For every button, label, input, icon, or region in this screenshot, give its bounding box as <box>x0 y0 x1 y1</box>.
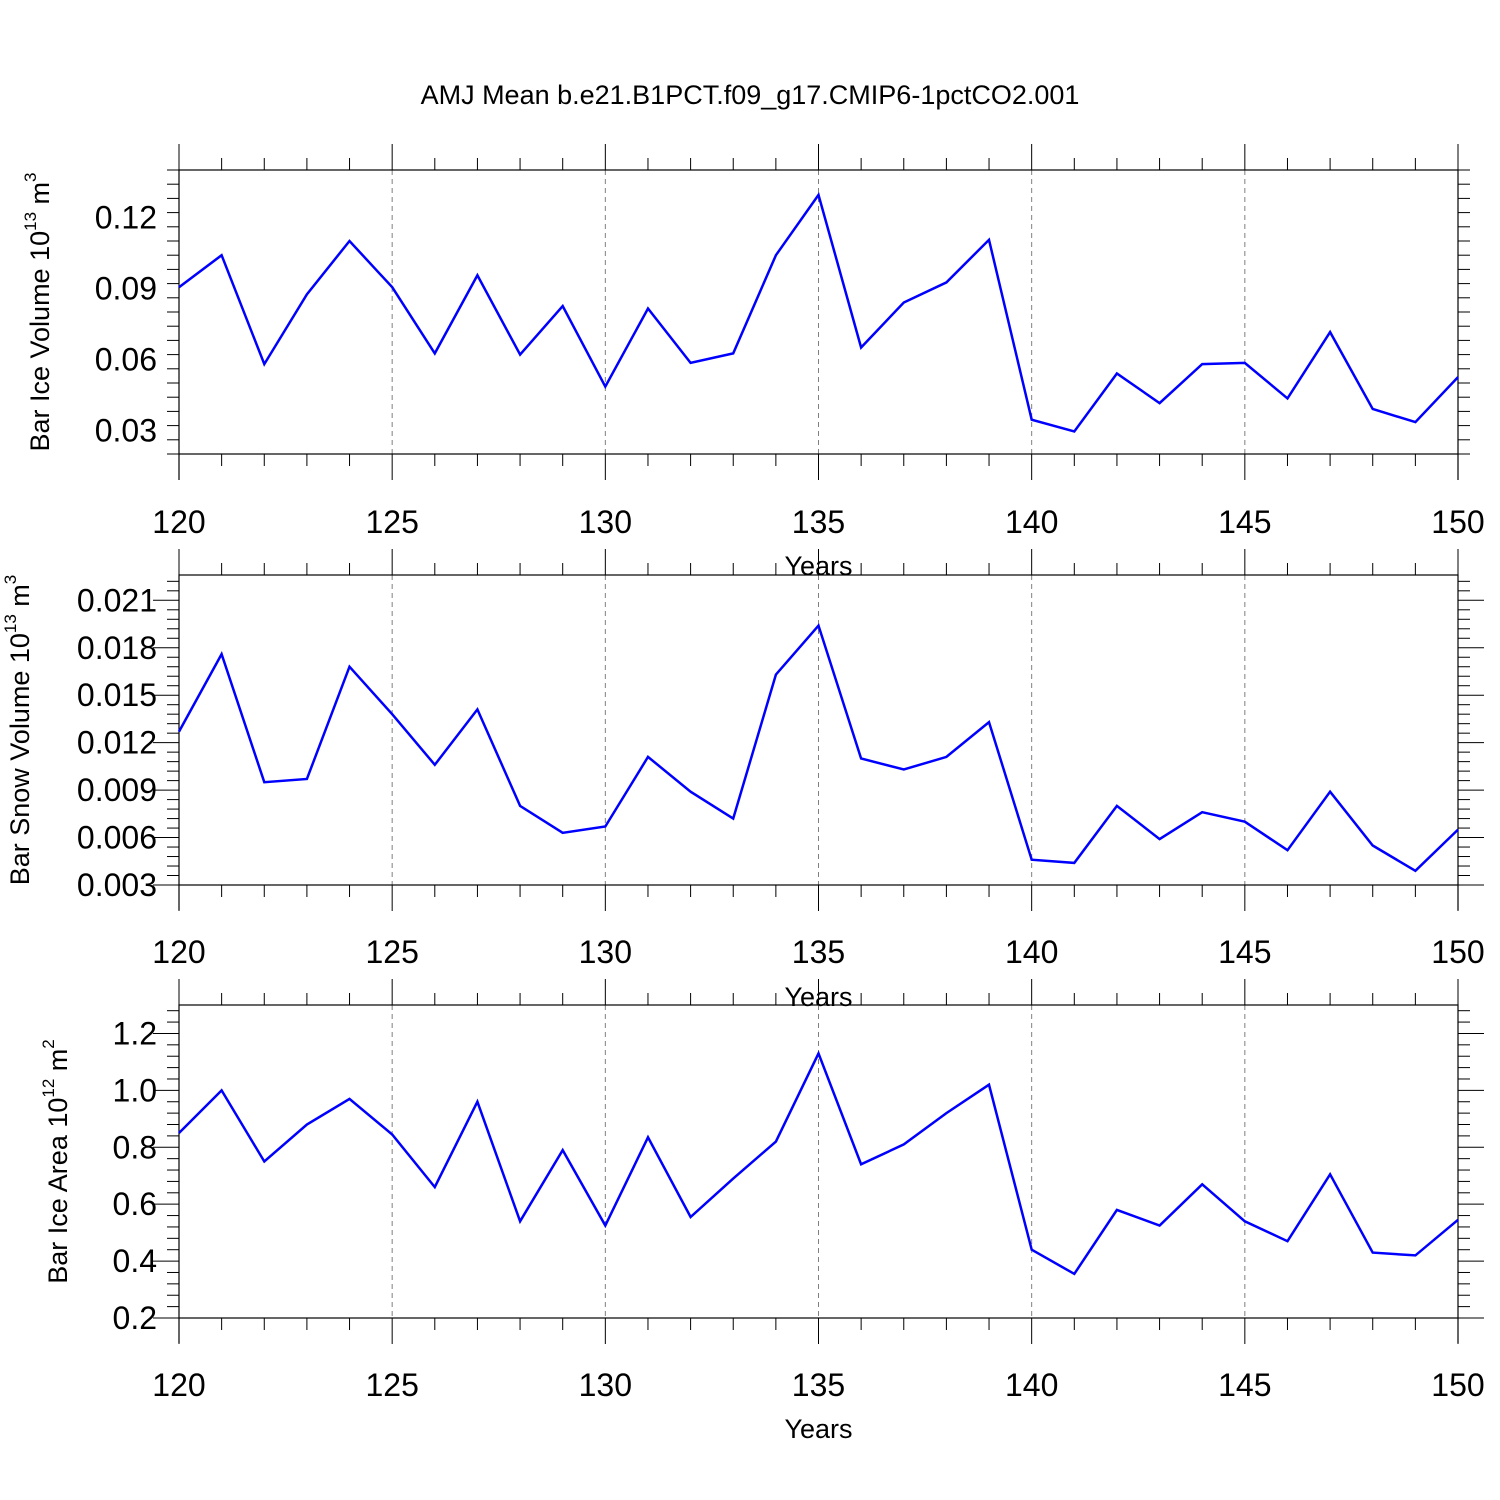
panel2-xtick-label-2: 130 <box>579 934 632 970</box>
panel1-xtick-label-4: 140 <box>1005 504 1058 540</box>
panel2-xtick-label-4: 140 <box>1005 934 1058 970</box>
panel2-ytick-label-4: 0.015 <box>77 677 157 713</box>
panel3-xtick-label-2: 130 <box>579 1367 632 1403</box>
panel1-xtick-label-3: 135 <box>792 504 845 540</box>
panel1-xtick-label-1: 125 <box>365 504 418 540</box>
panel2-xtick-label-0: 120 <box>152 934 205 970</box>
panel2-ytick-label-0: 0.003 <box>77 867 157 903</box>
panel2-ytick-label-6: 0.021 <box>77 582 157 618</box>
panel2-xtick-label-5: 145 <box>1218 934 1271 970</box>
panel1-series-line <box>178 192 1459 433</box>
panel2-ytick-label-5: 0.018 <box>77 630 157 666</box>
panel1-xtick-label-0: 120 <box>152 504 205 540</box>
panel3-xaxis-label: Years <box>784 1414 852 1444</box>
panel1-ytick-label-1: 0.06 <box>95 341 157 377</box>
panel1-ytick-label-0: 0.03 <box>95 412 157 448</box>
panel3-xtick-label-5: 145 <box>1218 1367 1271 1403</box>
panel3-ytick-label-2: 0.6 <box>113 1186 157 1222</box>
panel3-ytick-label-5: 1.2 <box>113 1015 157 1051</box>
panel3-yaxis-label: Bar Ice Area 1012 m2 <box>39 1039 73 1284</box>
panel1-plot-frame <box>178 169 1459 455</box>
panel3-xtick-label-1: 125 <box>365 1367 418 1403</box>
panel1-ytick-label-3: 0.12 <box>95 199 157 235</box>
panel1-yaxis-label: Bar Ice Volume 1013 m3 <box>21 172 55 451</box>
panel1-ytick-label-2: 0.09 <box>95 270 157 306</box>
panel2-ytick-label-3: 0.012 <box>77 725 157 761</box>
chart-title: AMJ Mean b.e21.B1PCT.f09_g17.CMIP6-1pctC… <box>420 80 1080 110</box>
panel1-xtick-label-2: 130 <box>579 504 632 540</box>
panel3-xtick-label-4: 140 <box>1005 1367 1058 1403</box>
panel2-xtick-label-3: 135 <box>792 934 845 970</box>
panel3-ytick-label-4: 1.0 <box>113 1072 157 1108</box>
panel3-xtick-label-0: 120 <box>152 1367 205 1403</box>
panel2-series-line <box>177 623 1459 873</box>
panel2-yaxis-label: Bar Snow Volume 1013 m3 <box>1 575 35 886</box>
panel3-ytick-label-3: 0.8 <box>113 1129 157 1165</box>
panel2-xtick-label-1: 125 <box>365 934 418 970</box>
panel1-xtick-label-5: 145 <box>1218 504 1271 540</box>
panel2-ytick-label-1: 0.006 <box>77 820 157 856</box>
panel2-xtick-label-6: 150 <box>1431 934 1484 970</box>
panel3-ytick-label-1: 0.4 <box>113 1243 157 1279</box>
panel1-xtick-label-6: 150 <box>1431 504 1484 540</box>
panel3-xtick-label-6: 150 <box>1431 1367 1484 1403</box>
panel3-series-line <box>178 1050 1459 1276</box>
panel2-ytick-label-2: 0.009 <box>77 772 157 808</box>
panel3-xtick-label-3: 135 <box>792 1367 845 1403</box>
panel3-ytick-label-0: 0.2 <box>113 1300 157 1336</box>
